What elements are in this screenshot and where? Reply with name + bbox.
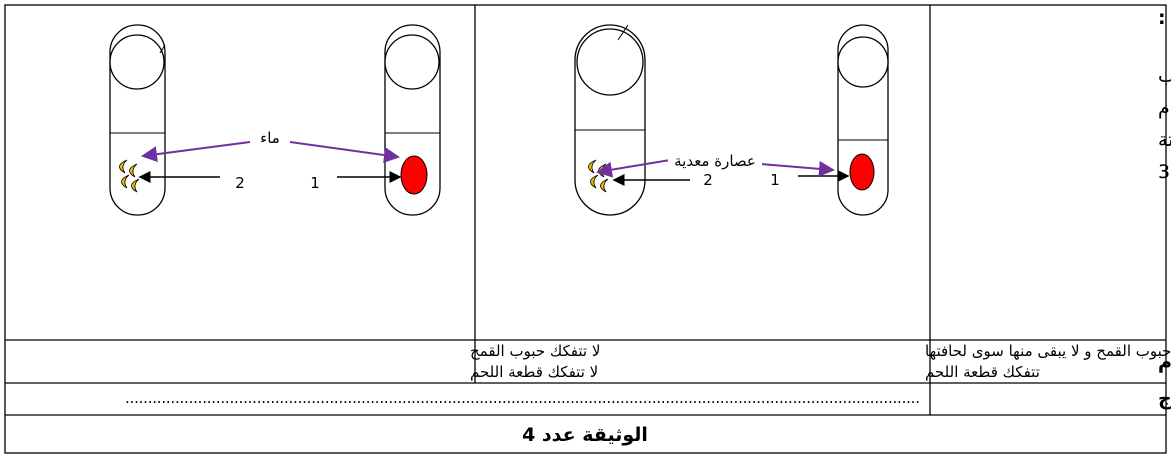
result-text: تتفكك قطعة اللحم [925, 363, 1040, 381]
conclusion-dots: ........................................… [125, 389, 920, 407]
result-text: لا تتفكك قطعة اللحم [470, 363, 598, 381]
conditions-line: وضع العالم الأنابيب [1158, 64, 1171, 87]
tube-number: 2 [703, 171, 713, 189]
conclusion-title: الاستنتاج [1158, 388, 1171, 410]
diagram: ماء 1 2 [109, 24, 441, 216]
tube-number: 1 [310, 174, 320, 192]
result-text: تتفكك حبوب القمح و لا يبقى منها سوى لحاف… [925, 342, 1171, 360]
tube-number: 1 [770, 171, 780, 189]
result-text: لا تتفكك حبوب القمح [470, 342, 600, 360]
conditions-title: ظروف التجربة : [1158, 7, 1171, 29]
conditions-line: تحت إبطه لمدة 3 أيام [1158, 95, 1171, 120]
diagram: عصارة معدية 1 2 [574, 24, 889, 216]
diagram-label: ماء [260, 129, 280, 147]
tube-number: 2 [235, 174, 245, 192]
document-caption: الوثيقة عدد 4 [522, 424, 648, 446]
conditions-line: 37° [1158, 161, 1171, 183]
table-grid [4, 4, 1167, 454]
conditions-line: لتوفير حرارة ثابتة [1158, 129, 1171, 151]
diagram-label: عصارة معدية [674, 152, 756, 170]
results-title: النتائج بعد 3 أيام [1158, 349, 1171, 373]
